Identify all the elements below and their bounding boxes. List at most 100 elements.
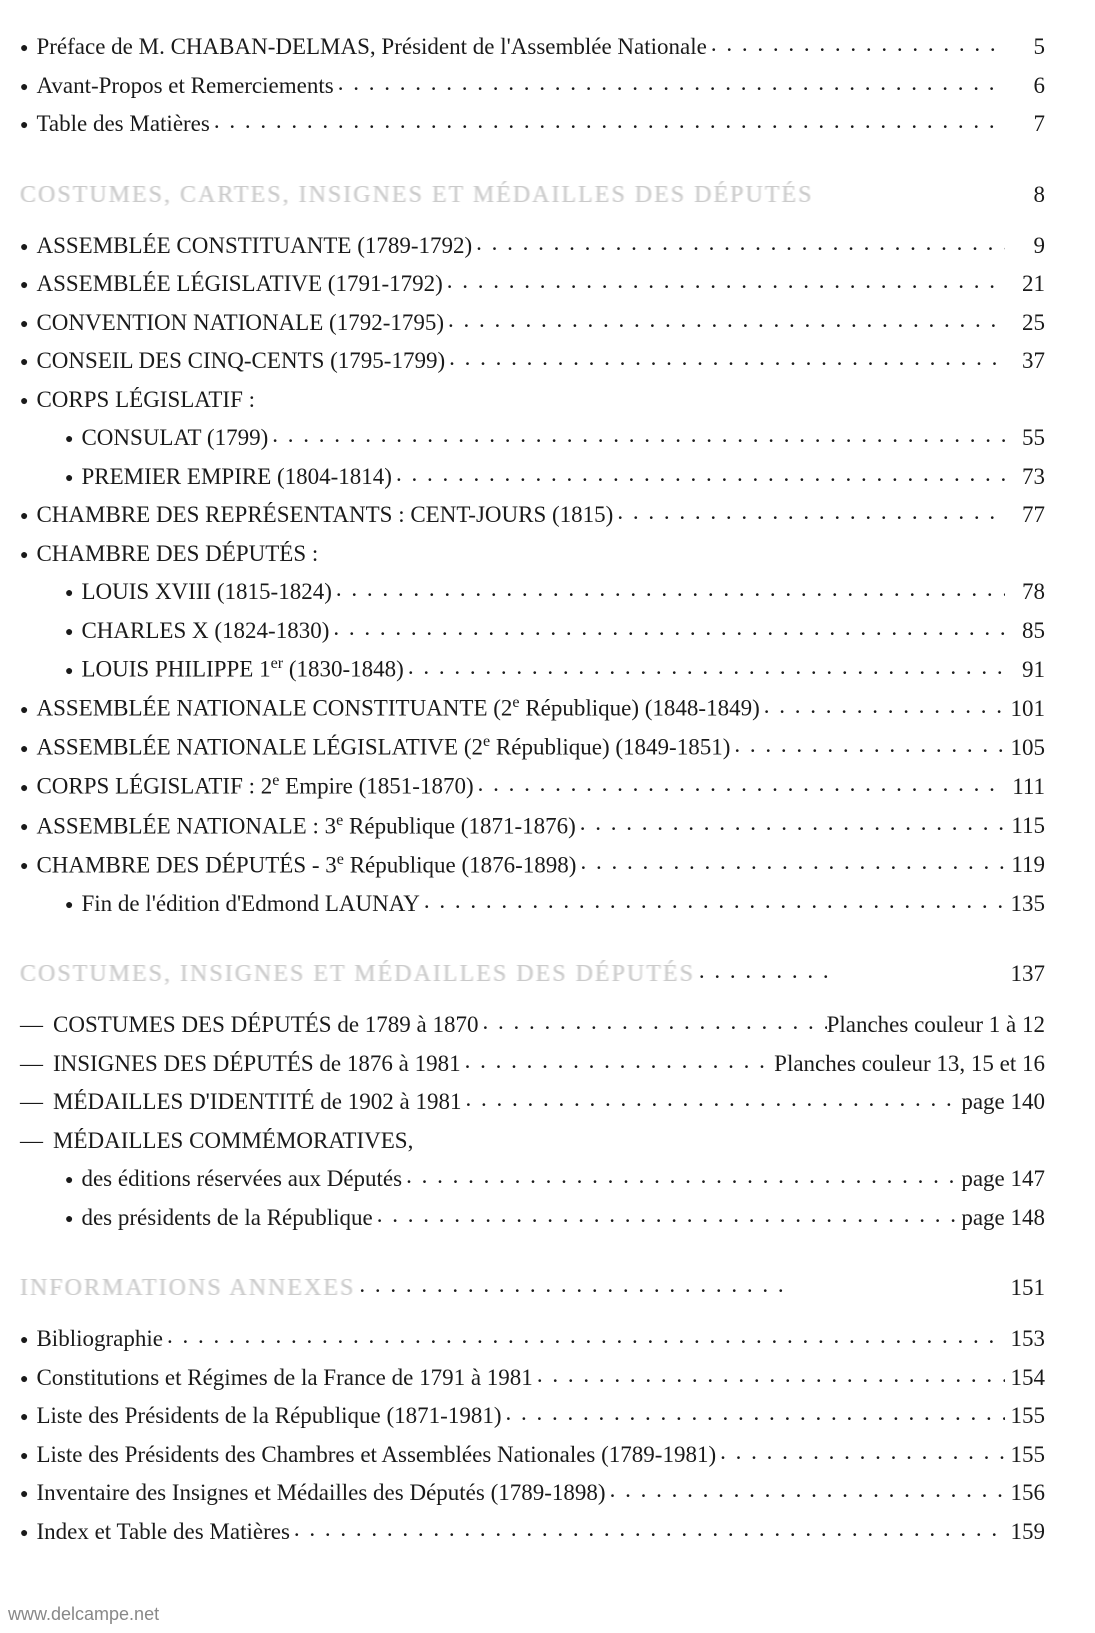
leader-dots: . . . . . . . . . . . . . . . . . . . . … [474, 767, 1005, 802]
toc-entry-label: ASSEMBLÉE NATIONALE : 3e République (187… [36, 809, 575, 844]
section3-heading-label: INFORMATIONS ANNEXES [20, 1275, 355, 1302]
leader-dots: . . . . . . . . . . . . . . . . . . . . … [402, 1159, 961, 1194]
toc-entry-page: 156 [1005, 1476, 1045, 1511]
bullet-icon: ● [20, 510, 28, 524]
bullet-icon: ● [20, 1334, 28, 1348]
toc-entry: ● CHAMBRE DES DÉPUTÉS - 3e République (18… [20, 848, 1045, 883]
dash-bullet: — [20, 1085, 43, 1120]
toc-entry-label: CHAMBRE DES REPRÉSENTANTS : CENT-JOURS (… [36, 498, 613, 533]
toc-entry: ●Fin de l'édition d'Edmond LAUNAY. . . .… [20, 887, 1045, 922]
toc-entry: ●ASSEMBLÉE NATIONALE LÉGISLATIVE (2e Rép… [20, 730, 1045, 765]
bullet-icon: ● [20, 821, 28, 835]
leader-dots: . . . . . . . . . . . . . . . . . . . . … [472, 226, 1005, 261]
toc-entry-label: CONSEIL DES CINQ-CENTS (1795-1799) [36, 344, 445, 379]
leader-dots: . . . . . . . . . . . . . . . . . . . . … [404, 650, 1005, 685]
section2-heading-page: 137 [1005, 961, 1045, 987]
toc-entry: ●Avant-Propos et Remerciements. . . . . … [20, 69, 1045, 104]
toc-entry: ● ASSEMBLÉE NATIONALE : 3e République (18… [20, 809, 1045, 844]
toc-entry: ● CONSEIL DES CINQ-CENTS (1795-1799). . .… [20, 344, 1045, 379]
toc-entry: ●PREMIER EMPIRE (1804-1814). . . . . . .… [20, 460, 1045, 495]
toc-entry-label: ASSEMBLÉE NATIONALE CONSTITUANTE (2e Rép… [36, 691, 759, 726]
toc-entry: ●CHARLES X (1824-1830). . . . . . . . . … [20, 614, 1045, 649]
bullet-icon: ● [20, 549, 28, 563]
toc-entry-page: 135 [1005, 887, 1045, 922]
bullet-icon: ● [20, 395, 28, 409]
leader-dots: . . . . . . . . . . . . . . . . . . . . … [533, 1358, 1005, 1393]
watermark: www.delcampe.net [8, 1604, 159, 1625]
bullet-icon: ● [65, 472, 73, 486]
dash-bullet: — [20, 1124, 43, 1159]
section3-entries: ●Bibliographie. . . . . . . . . . . . . … [20, 1322, 1045, 1549]
leader-dots: . . . . . . . . . [695, 958, 1005, 984]
toc-entry: ● CORPS LÉGISLATIF : 2e Empire (1851-1870… [20, 769, 1045, 804]
toc-entry-page: 9 [1005, 229, 1045, 264]
toc-entry-page: 119 [1005, 848, 1045, 883]
toc-entry-label: Index et Table des Matières [36, 1515, 289, 1550]
leader-dots: . . . . . . . . . . . . . . . . . . . . … [373, 1198, 962, 1233]
leader-dots: . . . . . . . . . . . . . . . . . . . . … [716, 1435, 1005, 1470]
toc-entry-page: 154 [1005, 1361, 1045, 1396]
toc-entry-page: 78 [1005, 575, 1045, 610]
leader-dots: . . . . . . . . . . . . . . . . . . . . … [332, 572, 1005, 607]
toc-entry: —MÉDAILLES D'IDENTITÉ de 1902 à 1981. . … [20, 1085, 1045, 1120]
toc-entry: ●CONVENTION NATIONALE (1792-1795). . . .… [20, 306, 1045, 341]
toc-entry-label: CORPS LÉGISLATIF : 2e Empire (1851-1870) [36, 769, 473, 804]
bullet-icon: ● [20, 318, 28, 332]
bullet-icon: ● [20, 1373, 28, 1387]
toc-entry-page: 55 [1005, 421, 1045, 456]
leader-dots: . . . . . . . . . . . . . . . . . . . . … [329, 611, 1005, 646]
toc-entry-label: LOUIS XVIII (1815-1824) [81, 575, 331, 610]
toc-entry-label: CHAMBRE DES DÉPUTÉS - 3e République (187… [36, 848, 576, 883]
section2-heading: COSTUMES, INSIGNES ET MÉDAILLES DES DÉPU… [20, 961, 1045, 988]
leader-dots: . . . . . . . . . . . . . . . . . . . . … [443, 264, 1005, 299]
leader-dots: . . . . . . . . . . . . . . . . . . . . … [606, 1473, 1005, 1508]
leader-dots: . . . . . . . . . . . . . . . . . . . . … [502, 1396, 1006, 1431]
toc-entry: —MÉDAILLES COMMÉMORATIVES, [20, 1124, 1045, 1159]
leader-dots: . . . . . . . . . . . . . . . . . . . . … [210, 104, 1005, 139]
bullet-icon: ● [20, 860, 28, 874]
toc-entry-label: CONVENTION NATIONALE (1792-1795) [36, 306, 444, 341]
leader-dots: . . . . . . . . . . . . . . . . . . . . … [355, 1272, 1005, 1298]
leader-dots: . . . . . . . . . . . . . . . . . . . . … [461, 1082, 961, 1117]
toc-entry-label: COSTUMES DES DÉPUTÉS de 1789 à 1870 [53, 1008, 479, 1043]
toc-entry: ● CHAMBRE DES REPRÉSENTANTS : CENT-JOURS … [20, 498, 1045, 533]
toc-entry-label: Préface de M. CHABAN-DELMAS, Président d… [36, 30, 706, 65]
toc-entry-page: Planches couleur 1 à 12 [827, 1008, 1045, 1043]
leader-dots: . . . . . . . . . . . . . . . . . . . . … [420, 884, 1005, 919]
toc-entry-label: CHARLES X (1824-1830) [81, 614, 329, 649]
toc-entry: ●Liste des Présidents des Chambres et As… [20, 1438, 1045, 1473]
section1-entries: ●ASSEMBLÉE CONSTITUANTE (1789-1792). . .… [20, 229, 1045, 922]
bullet-icon: ● [20, 241, 28, 255]
section3-heading: INFORMATIONS ANNEXES . . . . . . . . . .… [20, 1275, 1045, 1302]
bullet-icon: ● [65, 665, 73, 679]
toc-entry-label: Liste des Présidents des Chambres et Ass… [36, 1438, 716, 1473]
toc-entry-page: 85 [1005, 614, 1045, 649]
dash-bullet: — [20, 1047, 43, 1082]
bullet-icon: ● [20, 279, 28, 293]
toc-entry-page: 105 [1005, 731, 1045, 766]
leader-dots: . . . . . . . . . . . . . . . . . . . . … [290, 1512, 1005, 1547]
toc-entry-label: Bibliographie [36, 1322, 162, 1357]
toc-entry-page: page 147 [961, 1162, 1045, 1197]
toc-entry: ● LOUIS XVIII (1815-1824). . . . . . . . … [20, 575, 1045, 610]
toc-entry: ●CHAMBRE DES DÉPUTÉS : [20, 537, 1045, 572]
toc-entry-page: page 148 [961, 1201, 1045, 1236]
bullet-icon: ● [20, 356, 28, 370]
toc-entry-page: Planches couleur 13, 15 et 16 [774, 1047, 1045, 1082]
section1-heading-label: COSTUMES, CARTES, INSIGNES ET MÉDAILLES … [20, 182, 814, 209]
leader-dots: . . . . . . . . . . . . . . . . . . . . … [163, 1319, 1005, 1354]
leader-dots: . . . . . . . . . . . . . . . . . . . . … [707, 27, 1005, 62]
toc-entry: ●Constitutions et Régimes de la France d… [20, 1361, 1045, 1396]
toc-entry: ●Préface de M. CHABAN-DELMAS, Président … [20, 30, 1045, 65]
bullet-icon: ● [20, 782, 28, 796]
leader-dots: . . . . . . . . . . . . . . . . . . . . … [760, 689, 1005, 724]
bullet-icon: ● [65, 433, 73, 447]
toc-entry: ●ASSEMBLÉE NATIONALE CONSTITUANTE (2e Ré… [20, 691, 1045, 726]
toc-entry-page: 101 [1005, 692, 1045, 727]
bullet-icon: ● [20, 1488, 28, 1502]
bullet-icon: ● [65, 587, 73, 601]
toc-entry-page: 155 [1005, 1438, 1045, 1473]
leader-dots: . . . . . . . . . . . . . . . . . . . . … [445, 341, 1005, 376]
bullet-icon: ● [20, 81, 28, 95]
toc-entry: ●Table des Matières. . . . . . . . . . .… [20, 107, 1045, 142]
